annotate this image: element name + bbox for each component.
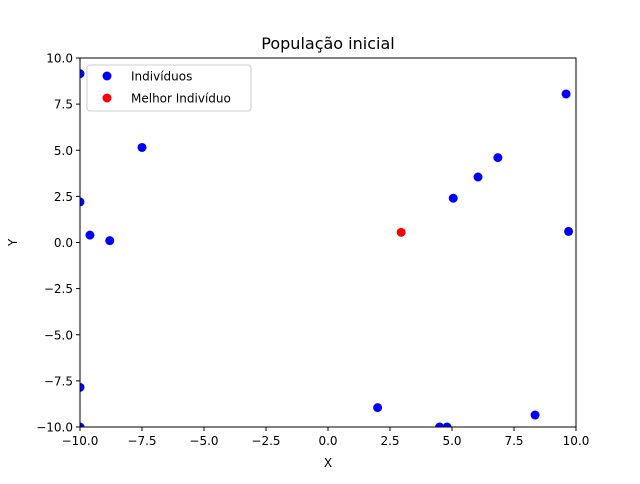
individuo-point bbox=[80, 197, 85, 207]
melhor-individuo-point bbox=[396, 227, 406, 237]
individuo-point bbox=[493, 153, 503, 163]
individuo-point bbox=[373, 403, 383, 413]
y-tick-label: 10.0 bbox=[46, 52, 73, 66]
y-tick-label: −7.5 bbox=[44, 374, 73, 388]
x-axis-label: X bbox=[324, 456, 332, 470]
y-axis-label: Y bbox=[6, 238, 20, 247]
y-tick-label: 0.0 bbox=[54, 236, 73, 250]
data-points bbox=[80, 69, 574, 427]
y-tick-label: −5.0 bbox=[44, 328, 73, 342]
chart-title: População inicial bbox=[261, 34, 394, 53]
x-tick-label: −7.5 bbox=[127, 434, 156, 448]
individuo-point bbox=[80, 382, 85, 392]
individuo-point bbox=[473, 172, 483, 182]
individuo-point bbox=[561, 89, 571, 99]
y-tick-label: 7.5 bbox=[54, 98, 73, 112]
individuo-point bbox=[435, 422, 445, 427]
y-tick-label: 5.0 bbox=[54, 144, 73, 158]
individuo-point bbox=[80, 422, 85, 427]
x-tick-label: −10.0 bbox=[62, 434, 99, 448]
x-tick-label: 5.0 bbox=[442, 434, 461, 448]
legend: Indivíduos Melhor Indivíduo bbox=[86, 64, 252, 112]
legend-label-individuos: Indivíduos bbox=[131, 70, 192, 84]
individuo-point bbox=[137, 142, 147, 152]
individuo-point bbox=[80, 69, 85, 79]
x-tick-label: 2.5 bbox=[380, 434, 399, 448]
legend-box bbox=[86, 64, 252, 112]
y-tick-label: 2.5 bbox=[54, 190, 73, 204]
individuo-point bbox=[442, 422, 452, 427]
x-tick-label: 10.0 bbox=[563, 434, 590, 448]
y-axis-ticks: −10.0 −7.5 −5.0 −2.5 0.0 2.5 5.0 7.5 10.0 bbox=[36, 52, 80, 435]
individuo-point bbox=[448, 193, 458, 203]
x-tick-label: 0.0 bbox=[318, 434, 337, 448]
legend-label-melhor-individuo: Melhor Indivíduo bbox=[131, 92, 231, 106]
individuo-point bbox=[564, 226, 574, 236]
legend-marker-individuos bbox=[102, 71, 112, 81]
x-tick-label: −5.0 bbox=[189, 434, 218, 448]
x-tick-label: 7.5 bbox=[504, 434, 523, 448]
legend-marker-melhor-individuo bbox=[102, 93, 112, 103]
individuo-point bbox=[530, 410, 540, 420]
y-tick-label: −2.5 bbox=[44, 282, 73, 296]
individuo-point bbox=[85, 230, 95, 240]
x-axis-ticks: −10.0 −7.5 −5.0 −2.5 0.0 2.5 5.0 7.5 10.0 bbox=[62, 427, 590, 448]
y-tick-label: −10.0 bbox=[36, 421, 73, 435]
individuo-point bbox=[105, 236, 115, 246]
x-tick-label: −2.5 bbox=[251, 434, 280, 448]
